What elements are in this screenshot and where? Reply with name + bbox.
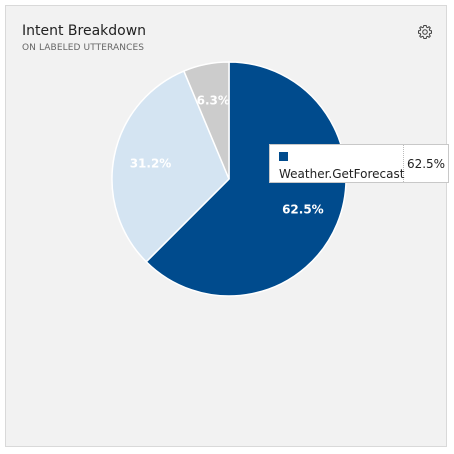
card-title: Intent Breakdown xyxy=(22,23,147,39)
tooltip-name: Weather.GetForecast xyxy=(279,167,405,181)
slice-label-3: 6.3% xyxy=(197,94,230,108)
pie-slice-2[interactable] xyxy=(111,70,230,263)
tooltip-series: Weather.GetForecast xyxy=(270,145,404,182)
card-subtitle: ON LABELED UTTERANCES xyxy=(22,43,145,53)
slice-label-2: 31.2% xyxy=(130,157,172,171)
tooltip-swatch xyxy=(279,152,288,161)
pie-slice-3[interactable] xyxy=(182,61,230,180)
pie-slice-1[interactable] xyxy=(145,61,347,297)
slice-label-1: 62.5% xyxy=(282,203,324,217)
tooltip-value: 62.5% xyxy=(406,156,446,171)
gear-icon[interactable] xyxy=(417,24,433,40)
chart-tooltip: Weather.GetForecast 62.5% xyxy=(269,144,449,183)
